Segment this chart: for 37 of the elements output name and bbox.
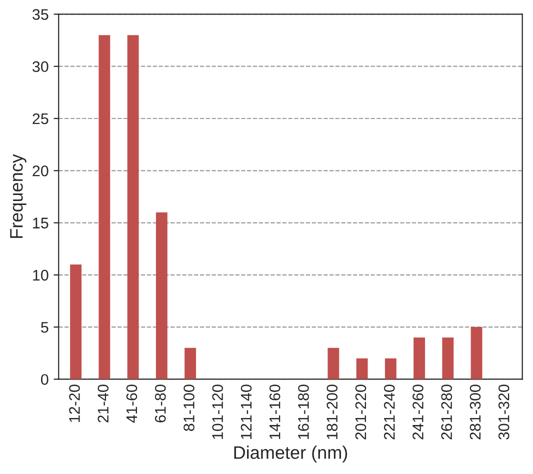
x-tick-label: 161-180 [298,384,309,439]
y-tick-label: 30 [32,61,48,72]
y-tick-label: 25 [32,113,48,124]
bar [328,348,340,380]
y-axis-title: Frequency [10,154,26,238]
bar [98,35,110,380]
x-tick-label: 41-60 [126,384,138,423]
y-tick-label: 0 [41,374,48,385]
x-tick-label: 21-40 [98,384,109,422]
x-tick-label: 81-100 [184,384,194,431]
bar [184,348,196,380]
y-tick-label: 10 [33,270,48,281]
bar [70,264,82,380]
bar [356,358,368,380]
x-tick-label: 141-160 [269,384,280,439]
x-tick-label: 201-220 [355,384,366,440]
x-tick-label: 181-200 [326,384,338,439]
x-tick-label: 281-300 [470,384,481,440]
x-tick-label: 61-80 [154,384,166,422]
bar [384,358,396,380]
x-tick-label: 261-280 [441,384,452,440]
x-tick-label: 12-20 [69,384,80,422]
bar [442,337,454,380]
x-axis-title: Diameter (nm) [234,446,348,462]
x-tick-label: 301-320 [498,384,510,440]
y-tick-label: 15 [33,218,48,228]
bar [127,35,139,380]
bar [414,337,426,380]
x-tick-label: 241-260 [412,384,424,440]
x-tick-label: 101-120 [212,384,224,439]
bar [470,327,482,380]
y-tick-label: 5 [41,322,48,333]
bar [156,212,168,380]
y-tick-label: 20 [32,166,48,176]
x-tick-label: 221-240 [384,384,395,440]
y-tick-label: 35 [32,9,48,20]
x-tick-label: 121-140 [240,384,252,439]
